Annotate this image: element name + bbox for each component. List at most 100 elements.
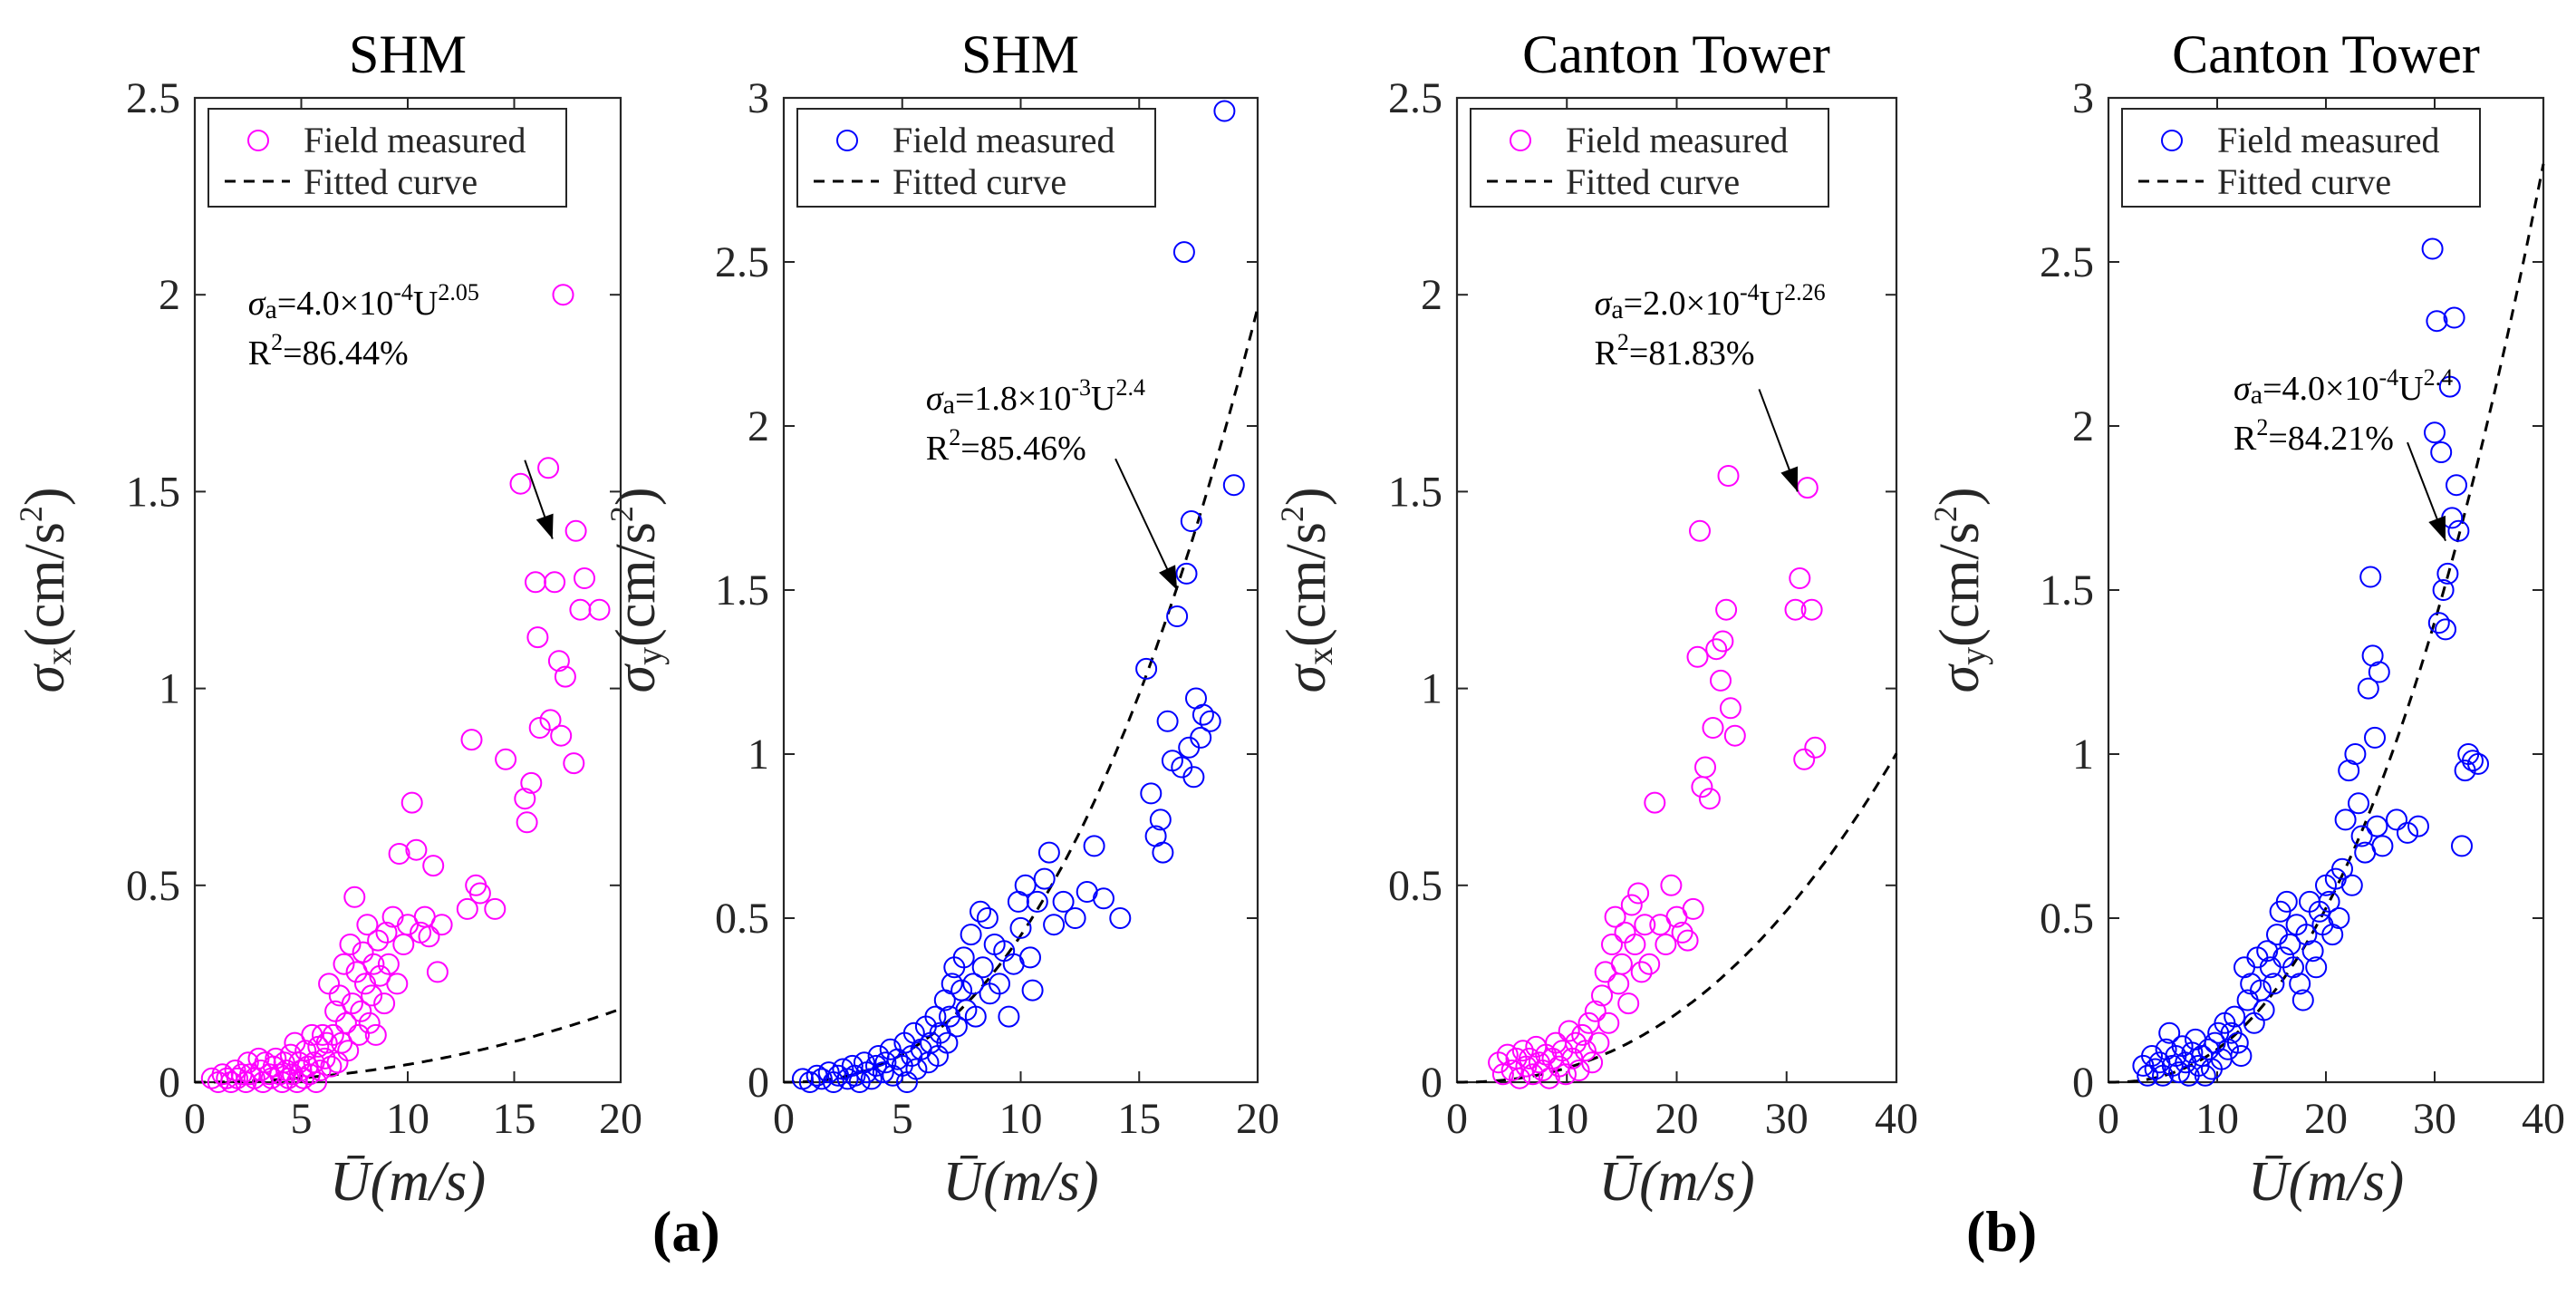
y-tick-label: 1.5 bbox=[126, 468, 180, 516]
data-point bbox=[810, 1068, 833, 1090]
data-point bbox=[350, 1000, 372, 1022]
r2-sup: 2 bbox=[949, 424, 960, 450]
annotation-arrow-line bbox=[1114, 458, 1178, 591]
eq-exp1: -4 bbox=[393, 279, 413, 305]
data-point bbox=[1021, 979, 1044, 1002]
data-point bbox=[1686, 645, 1709, 668]
eq-exp1: -3 bbox=[1071, 374, 1091, 401]
data-point bbox=[832, 1058, 854, 1080]
data-point bbox=[1789, 567, 1811, 589]
y-tick-label: 1 bbox=[748, 731, 769, 779]
data-point bbox=[1620, 894, 1643, 916]
y-tick-label: 0.5 bbox=[715, 895, 769, 943]
data-point bbox=[1156, 710, 1179, 732]
data-point bbox=[426, 961, 449, 983]
data-point bbox=[400, 791, 423, 814]
eq-U: U bbox=[1091, 380, 1115, 418]
r2-R: R bbox=[1595, 334, 1618, 373]
data-point bbox=[1178, 736, 1201, 759]
y-tick-label: 3 bbox=[748, 74, 769, 122]
eq-exp2: 2.05 bbox=[438, 279, 479, 305]
data-point bbox=[1509, 1067, 1531, 1089]
data-point bbox=[2305, 956, 2328, 979]
fit-r2: R2=85.46% bbox=[926, 424, 1086, 468]
data-point bbox=[971, 956, 994, 979]
data-point bbox=[460, 729, 483, 751]
data-point bbox=[2424, 421, 2446, 444]
data-point bbox=[1793, 748, 1816, 770]
annotation-arrow-head bbox=[535, 513, 554, 539]
data-point bbox=[2430, 441, 2453, 463]
eq-sigma: σ bbox=[926, 380, 944, 418]
data-point bbox=[2451, 835, 2473, 857]
data-point bbox=[1644, 791, 1666, 814]
y-label-close: ) bbox=[14, 488, 76, 507]
data-point bbox=[1804, 736, 1827, 759]
x-tick-label: 0 bbox=[2098, 1095, 2119, 1143]
x-axis-label: Ū(m/s) bbox=[2248, 1151, 2404, 1213]
data-point bbox=[1166, 605, 1189, 627]
y-tick-label: 0 bbox=[159, 1059, 180, 1107]
data-point bbox=[1796, 477, 1819, 499]
eq-sub: a bbox=[2251, 380, 2262, 410]
data-point bbox=[298, 1063, 321, 1086]
legend-measured-label: Field measured bbox=[892, 120, 1115, 160]
y-tick-label: 2.5 bbox=[126, 74, 180, 122]
eq-U: U bbox=[2398, 370, 2423, 408]
data-point bbox=[528, 717, 551, 739]
data-point bbox=[1723, 724, 1746, 747]
legend-measured-label: Field measured bbox=[2217, 120, 2440, 160]
data-point bbox=[874, 1051, 897, 1074]
axes-box bbox=[1455, 96, 1898, 1084]
y-tick-label: 1 bbox=[1421, 665, 1442, 713]
x-tick-label: 5 bbox=[892, 1095, 913, 1143]
data-point bbox=[1014, 874, 1037, 896]
data-point bbox=[2161, 1054, 2184, 1077]
data-point bbox=[1682, 897, 1704, 920]
data-point bbox=[2334, 808, 2357, 831]
data-point bbox=[2158, 1021, 2181, 1044]
data-points bbox=[200, 284, 611, 1093]
data-point bbox=[320, 1055, 343, 1078]
data-point bbox=[322, 1023, 344, 1046]
data-point bbox=[2230, 1045, 2253, 1067]
data-point bbox=[1083, 835, 1105, 857]
y-label-sub: x bbox=[38, 647, 79, 665]
data-point bbox=[484, 897, 507, 920]
data-point bbox=[1689, 519, 1711, 542]
data-point bbox=[1712, 630, 1734, 653]
y-label-unit: (cm/s bbox=[14, 522, 76, 647]
y-label-unit: (cm/s bbox=[605, 522, 667, 647]
data-point bbox=[1140, 782, 1163, 805]
r2-R: R bbox=[248, 334, 272, 373]
legend-marker bbox=[1510, 130, 1531, 151]
data-point bbox=[2275, 890, 2298, 913]
eq-U: U bbox=[1760, 285, 1784, 323]
y-label-symbol: σ bbox=[605, 663, 667, 692]
data-point bbox=[334, 1011, 357, 1034]
data-point bbox=[1624, 934, 1646, 955]
data-point bbox=[373, 992, 396, 1015]
eq-sigma: σ bbox=[248, 285, 266, 323]
data-point bbox=[1109, 907, 1132, 929]
data-point bbox=[1587, 1031, 1610, 1054]
data-point bbox=[314, 1047, 336, 1070]
data-point bbox=[550, 724, 573, 747]
data-point bbox=[1037, 841, 1060, 864]
data-point bbox=[2301, 940, 2324, 963]
data-point bbox=[337, 1040, 360, 1062]
y-label-unit: (cm/s bbox=[1929, 522, 1991, 647]
data-point bbox=[1009, 916, 1032, 939]
data-point bbox=[465, 874, 487, 896]
data-point bbox=[998, 1005, 1020, 1028]
data-point bbox=[456, 897, 478, 920]
y-label-symbol: σ bbox=[1929, 663, 1991, 692]
annotation-arrow-head bbox=[1780, 466, 1799, 492]
y-tick-label: 2.5 bbox=[2040, 238, 2094, 286]
y-label-close: ) bbox=[1929, 488, 1991, 507]
data-point bbox=[989, 973, 1010, 995]
data-point bbox=[537, 457, 560, 479]
data-point bbox=[388, 843, 410, 865]
legend-fitted-label: Fitted curve bbox=[2217, 161, 2391, 202]
x-tick-label: 5 bbox=[291, 1095, 313, 1143]
